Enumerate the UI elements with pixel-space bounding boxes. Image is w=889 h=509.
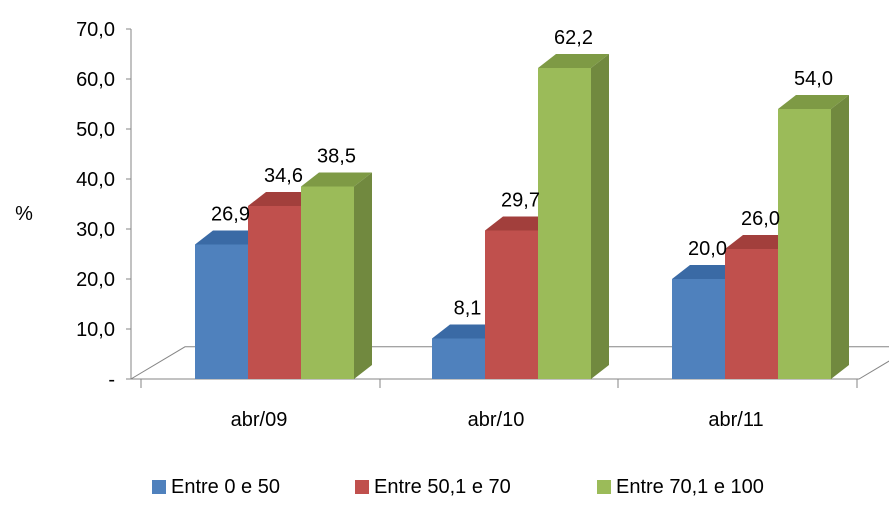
data-label: 8,1 bbox=[454, 298, 482, 320]
bar-front bbox=[485, 230, 538, 379]
bar-side bbox=[591, 54, 609, 379]
bar-side bbox=[354, 172, 372, 379]
legend-swatch bbox=[152, 480, 166, 494]
bar bbox=[538, 54, 609, 379]
legend-label: Entre 70,1 e 100 bbox=[616, 476, 764, 498]
bar-front bbox=[672, 279, 725, 379]
x-category-label: abr/11 bbox=[708, 409, 763, 431]
y-tick-label: 60,0 bbox=[76, 69, 115, 91]
x-category-label: abr/09 bbox=[231, 409, 288, 431]
data-label: 20,0 bbox=[688, 238, 727, 260]
bar-front bbox=[725, 249, 778, 379]
data-label: 26,9 bbox=[211, 204, 250, 226]
y-tick-label: 30,0 bbox=[76, 219, 115, 241]
data-label: 34,6 bbox=[264, 165, 303, 187]
legend: Entre 0 e 50 Entre 50,1 e 70 Entre 70,1 e … bbox=[152, 476, 764, 498]
bar bbox=[778, 95, 849, 379]
bar-front bbox=[301, 186, 354, 379]
bars bbox=[195, 54, 849, 379]
data-label: 29,7 bbox=[501, 190, 540, 212]
bar-side bbox=[831, 95, 849, 379]
data-label: 54,0 bbox=[794, 68, 833, 90]
y-axis-title: % bbox=[15, 203, 33, 225]
bar-front bbox=[778, 109, 831, 379]
legend-label: Entre 0 e 50 bbox=[171, 476, 280, 498]
data-label: 26,0 bbox=[741, 208, 780, 230]
legend-swatch bbox=[355, 480, 369, 494]
bar-top bbox=[538, 54, 609, 68]
bar-front bbox=[432, 338, 485, 379]
y-tick-label: 40,0 bbox=[76, 169, 115, 191]
bar bbox=[301, 172, 372, 379]
bar-top bbox=[778, 95, 849, 109]
labels: abr/09 abr/10 abr/11% 26,9 34,6 38,5 8,1 29,7 62… bbox=[15, 27, 833, 431]
y-tick-label: 70,0 bbox=[76, 19, 115, 41]
legend-swatch bbox=[597, 480, 611, 494]
axes: - 10,0 20,0 30,0 40,0 50,0 60,0 70,0 bbox=[76, 19, 889, 391]
data-label: 38,5 bbox=[317, 146, 356, 168]
y-tick-label: 20,0 bbox=[76, 269, 115, 291]
bar-front bbox=[538, 68, 591, 379]
y-tick-label: 10,0 bbox=[76, 319, 115, 341]
bar-front bbox=[195, 244, 248, 379]
bar-top bbox=[301, 172, 372, 187]
legend-label: Entre 50,1 e 70 bbox=[374, 476, 511, 498]
data-label: 62,2 bbox=[554, 27, 593, 49]
y-tick-label: - bbox=[108, 369, 115, 391]
y-tick-label: 50,0 bbox=[76, 119, 115, 141]
bar-front bbox=[248, 206, 301, 379]
x-category-label: abr/10 bbox=[468, 409, 525, 431]
chart-floor bbox=[129, 346, 889, 380]
